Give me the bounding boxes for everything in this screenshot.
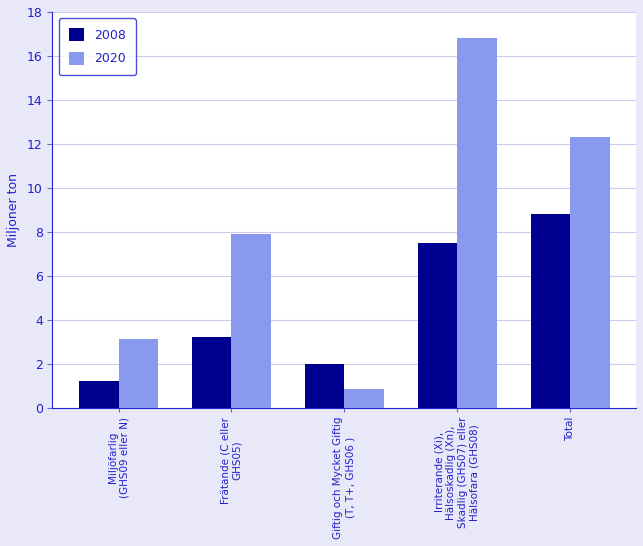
Bar bbox=[231, 234, 271, 407]
Bar bbox=[457, 38, 496, 407]
Bar bbox=[79, 381, 118, 407]
Y-axis label: Miljoner ton: Miljoner ton bbox=[7, 173, 20, 247]
Bar bbox=[418, 243, 457, 407]
Bar bbox=[118, 340, 158, 407]
Bar bbox=[192, 337, 231, 407]
Bar bbox=[570, 137, 610, 407]
Bar bbox=[530, 214, 570, 407]
Bar bbox=[344, 389, 384, 407]
Bar bbox=[305, 364, 344, 407]
Legend: 2008, 2020: 2008, 2020 bbox=[59, 18, 136, 75]
